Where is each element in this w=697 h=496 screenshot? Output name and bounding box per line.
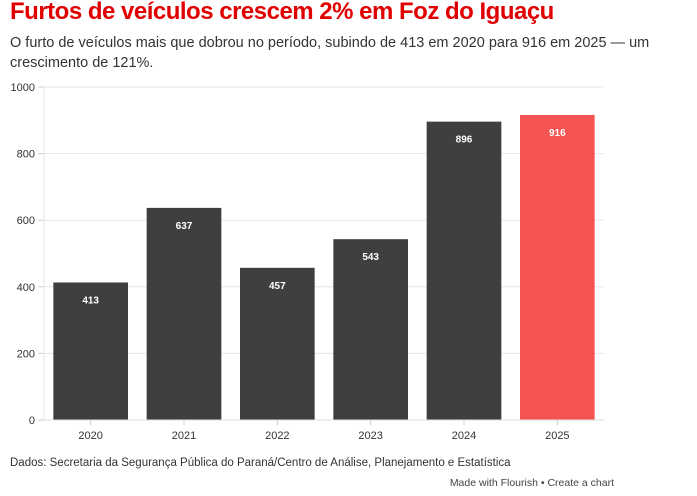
- bar-2021[interactable]: [146, 207, 222, 420]
- bar-2023[interactable]: [333, 239, 408, 420]
- y-axis: 0 200 400 600 800 1000: [11, 82, 45, 427]
- y-tick-label: 1000: [11, 82, 35, 94]
- bar-value-label: 896: [456, 135, 473, 146]
- bar-2022[interactable]: [240, 267, 315, 420]
- x-axis: 2020 2021 2022 2023 2024 2025: [44, 419, 604, 442]
- y-tick-label: 400: [17, 282, 35, 294]
- x-tick-label: 2020: [78, 430, 102, 442]
- bar-value-label: 916: [549, 128, 566, 139]
- bar-chart: 0 200 400 600 800 1000 413 637 457 543 896 916 202…: [11, 82, 604, 442]
- y-tick-label: 0: [29, 415, 35, 427]
- chart-subtitle: O furto de veículos mais que dobrou no p…: [10, 35, 650, 71]
- chart-title: Furtos de veículos crescem 2% em Foz do …: [10, 0, 554, 25]
- data-source: Dados: Secretaria da Segurança Pública d…: [10, 457, 511, 469]
- y-tick-label: 600: [17, 215, 35, 227]
- bar-2020[interactable]: [53, 282, 129, 420]
- create-chart-link[interactable]: Create a chart: [547, 477, 614, 489]
- x-tick-label: 2025: [545, 430, 569, 442]
- x-tick-label: 2022: [265, 430, 289, 442]
- x-tick-label: 2023: [358, 430, 382, 442]
- bar-value-label: 457: [269, 281, 286, 292]
- bars: 413 637 457 543 896 916: [53, 114, 595, 421]
- y-tick-label: 200: [17, 348, 35, 360]
- bar-value-label: 637: [176, 221, 193, 232]
- made-with-flourish-link[interactable]: Made with Flourish: [449, 477, 538, 489]
- x-tick-label: 2021: [172, 430, 196, 442]
- bar-value-label: 543: [362, 252, 379, 263]
- bar-2024[interactable]: [426, 121, 502, 420]
- bar-2025[interactable]: [520, 114, 595, 421]
- x-tick-label: 2024: [452, 430, 476, 442]
- flourish-credit: Made with Flourish • Create a chart: [450, 477, 614, 489]
- credit-separator: •: [537, 477, 548, 489]
- bar-value-label: 413: [82, 295, 99, 306]
- y-tick-label: 800: [17, 149, 35, 161]
